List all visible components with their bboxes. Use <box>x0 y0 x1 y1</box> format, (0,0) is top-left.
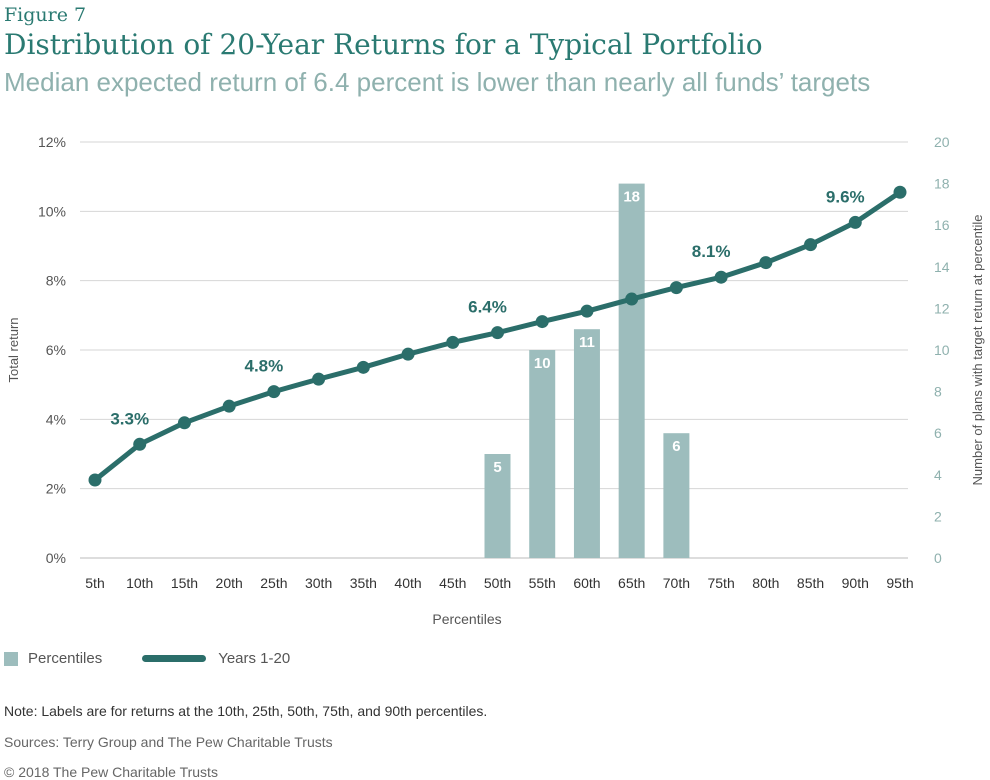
bar <box>573 329 600 558</box>
bar <box>618 183 645 558</box>
line-point <box>804 238 818 252</box>
chart-title: Distribution of 20-Year Returns for a Ty… <box>4 28 763 61</box>
x-tick-label: 50th <box>484 575 511 591</box>
x-tick-label: 20th <box>216 575 243 591</box>
line-point <box>535 315 549 329</box>
bar <box>663 433 690 558</box>
line-point <box>893 185 907 199</box>
line-point <box>625 292 639 306</box>
line-data-label: 8.1% <box>692 242 731 261</box>
x-tick-label: 5th <box>85 575 104 591</box>
y-left-axis-title: Total return <box>6 317 21 382</box>
figure-label: Figure 7 <box>4 4 87 26</box>
line-point <box>714 270 728 284</box>
x-tick-label: 95th <box>886 575 913 591</box>
y-right-tick-label: 12 <box>934 300 950 316</box>
x-tick-label: 35th <box>350 575 377 591</box>
chart-canvas: 0% 2% 4% 6% 8% 10% 12% 0 2 4 6 8 10 12 14 16 18 20 5 10 11 18… <box>6 134 985 627</box>
legend-item-bars: Percentiles <box>4 650 102 667</box>
legend-label-line: Years 1-20 <box>218 650 291 667</box>
chart-header: Figure 7 Distribution of 20-Year Returns… <box>4 0 870 98</box>
x-axis-title: Percentiles <box>432 611 501 627</box>
bar-value-label: 10 <box>534 355 551 372</box>
x-tick-label: 15th <box>171 575 198 591</box>
legend: Percentiles Years 1-20 <box>4 650 330 667</box>
line-point <box>177 416 191 430</box>
y-right-axis-title: Number of plans with target return at pe… <box>970 215 985 486</box>
y-left-tick-label: 10% <box>38 203 66 219</box>
chart-subtitle: Median expected return of 6.4 percent is… <box>4 67 871 97</box>
line-data-label: 6.4% <box>468 298 507 317</box>
chart-note: Note: Labels are for returns at the 10th… <box>4 703 488 719</box>
x-tick-label: 45th <box>439 575 466 591</box>
chart-sources: Sources: Terry Group and The Pew Charita… <box>4 734 333 750</box>
line-point <box>222 399 236 413</box>
y-right-tick-label: 14 <box>934 259 950 275</box>
y-right-tick-label: 6 <box>934 425 942 441</box>
bar <box>529 350 556 558</box>
y-right-tick-label: 0 <box>934 550 942 566</box>
x-tick-label: 60th <box>573 575 600 591</box>
line-point <box>848 215 862 229</box>
y-left-tick-label: 6% <box>46 342 66 358</box>
line-point <box>312 372 326 386</box>
x-tick-label: 85th <box>797 575 824 591</box>
y-right-tick-label: 10 <box>934 342 950 358</box>
y-left-tick-label: 8% <box>46 273 66 289</box>
line-point <box>446 335 460 349</box>
line-point <box>88 473 102 487</box>
y-left-tick-label: 0% <box>46 550 66 566</box>
bar-value-label: 18 <box>623 189 640 206</box>
copyright: © 2018 The Pew Charitable Trusts <box>4 764 218 780</box>
y-right-tick-label: 4 <box>934 467 942 483</box>
line-point <box>759 256 773 270</box>
y-left-tick-label: 4% <box>46 411 66 427</box>
line-point <box>267 385 281 399</box>
legend-swatch-line <box>142 655 207 662</box>
legend-swatch-bars <box>4 651 18 666</box>
legend-label-bars: Percentiles <box>28 650 103 667</box>
x-tick-label: 40th <box>394 575 421 591</box>
x-tick-label: 75th <box>707 575 734 591</box>
x-tick-label: 90th <box>842 575 869 591</box>
x-tick-label: 25th <box>260 575 287 591</box>
line-data-label: 9.6% <box>826 187 865 206</box>
y-right-tick-label: 2 <box>934 508 942 524</box>
line-point <box>133 437 147 451</box>
line-data-label: 4.8% <box>245 357 284 376</box>
line-data-label: 3.3% <box>110 409 149 428</box>
line-point <box>669 281 683 295</box>
x-tick-label: 70th <box>663 575 690 591</box>
line-point <box>580 304 594 318</box>
y-left-tick-label: 2% <box>46 481 66 497</box>
x-tick-label: 65th <box>618 575 645 591</box>
y-right-tick-label: 8 <box>934 384 942 400</box>
line-point <box>491 326 504 340</box>
bar-value-label: 5 <box>493 459 501 476</box>
x-tick-label: 30th <box>305 575 332 591</box>
legend-item-line: Years 1-20 <box>142 650 290 667</box>
y-right-tick-label: 20 <box>934 134 950 150</box>
bar-value-label: 11 <box>579 334 595 351</box>
x-tick-label: 10th <box>126 575 153 591</box>
y-left-tick-label: 12% <box>38 134 66 150</box>
line-point <box>401 347 415 361</box>
line-point <box>356 360 370 374</box>
x-tick-label: 80th <box>752 575 779 591</box>
x-tick-label: 55th <box>529 575 556 591</box>
bar <box>484 454 511 558</box>
y-right-tick-label: 16 <box>934 217 950 233</box>
y-right-tick-label: 18 <box>934 176 950 192</box>
bar-value-label: 6 <box>672 438 680 455</box>
